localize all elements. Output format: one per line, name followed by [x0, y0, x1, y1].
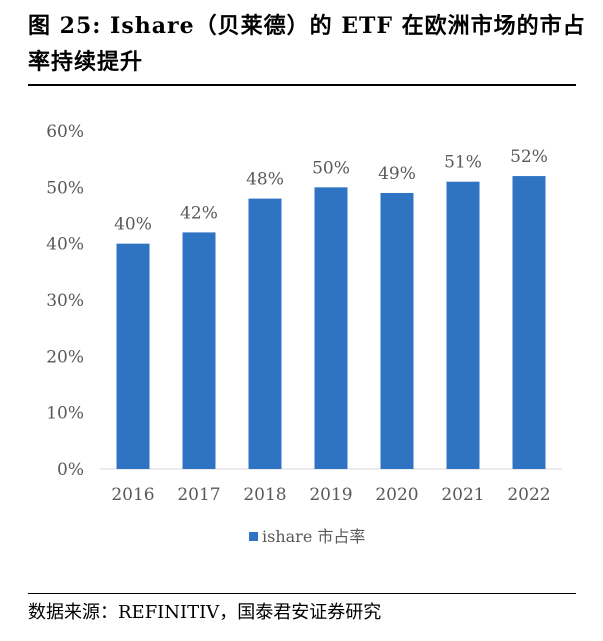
x-tick-label: 2018 [243, 485, 286, 505]
legend-label: ishare 市占率 [262, 527, 365, 546]
y-axis: 0% 10% 20% 30% 40% 50% 60% [46, 122, 84, 480]
y-tick-label: 40% [46, 235, 84, 255]
data-label-2017: 42% [180, 203, 218, 223]
data-label-2016: 40% [114, 215, 152, 235]
x-tick-label: 2022 [507, 485, 550, 505]
y-tick-label: 60% [46, 122, 84, 142]
bar-2019 [314, 187, 348, 470]
data-label-2020: 49% [378, 164, 416, 184]
data-label-2021: 51% [444, 153, 482, 173]
x-tick-label: 2019 [309, 485, 352, 505]
x-axis: 2016 2017 2018 2019 2020 2021 2022 [111, 485, 550, 505]
legend: ishare 市占率 [249, 527, 365, 546]
y-tick-label: 0% [57, 460, 84, 480]
y-tick-label: 10% [46, 404, 84, 424]
data-label-2019: 50% [312, 158, 350, 178]
x-tick-label: 2021 [441, 485, 484, 505]
bar-2020 [380, 192, 414, 469]
y-tick-label: 50% [46, 178, 84, 198]
data-labels: 40% 42% 48% 50% 49% 51% 52% [114, 147, 548, 235]
x-tick-label: 2020 [375, 485, 418, 505]
title-divider [28, 84, 576, 86]
bar-2017 [182, 232, 216, 469]
source-note: 数据来源：REFINITIV，国泰君安证券研究 [28, 602, 382, 623]
x-tick-label: 2016 [111, 485, 154, 505]
y-tick-label: 30% [46, 291, 84, 311]
bar-2016 [116, 243, 150, 469]
bar-2018 [248, 198, 282, 469]
x-tick-label: 2017 [177, 485, 220, 505]
bar-2022 [512, 176, 546, 470]
figure-title: 图 25: Ishare（贝莱德）的 ETF 在欧洲市场的市占率持续提升 [28, 13, 586, 75]
source-divider [28, 593, 576, 594]
data-label-2022: 52% [510, 147, 548, 167]
bar-2021 [446, 181, 480, 469]
bar-series [116, 176, 546, 470]
legend-swatch [249, 532, 258, 541]
y-tick-label: 20% [46, 347, 84, 367]
data-label-2018: 48% [246, 170, 284, 190]
